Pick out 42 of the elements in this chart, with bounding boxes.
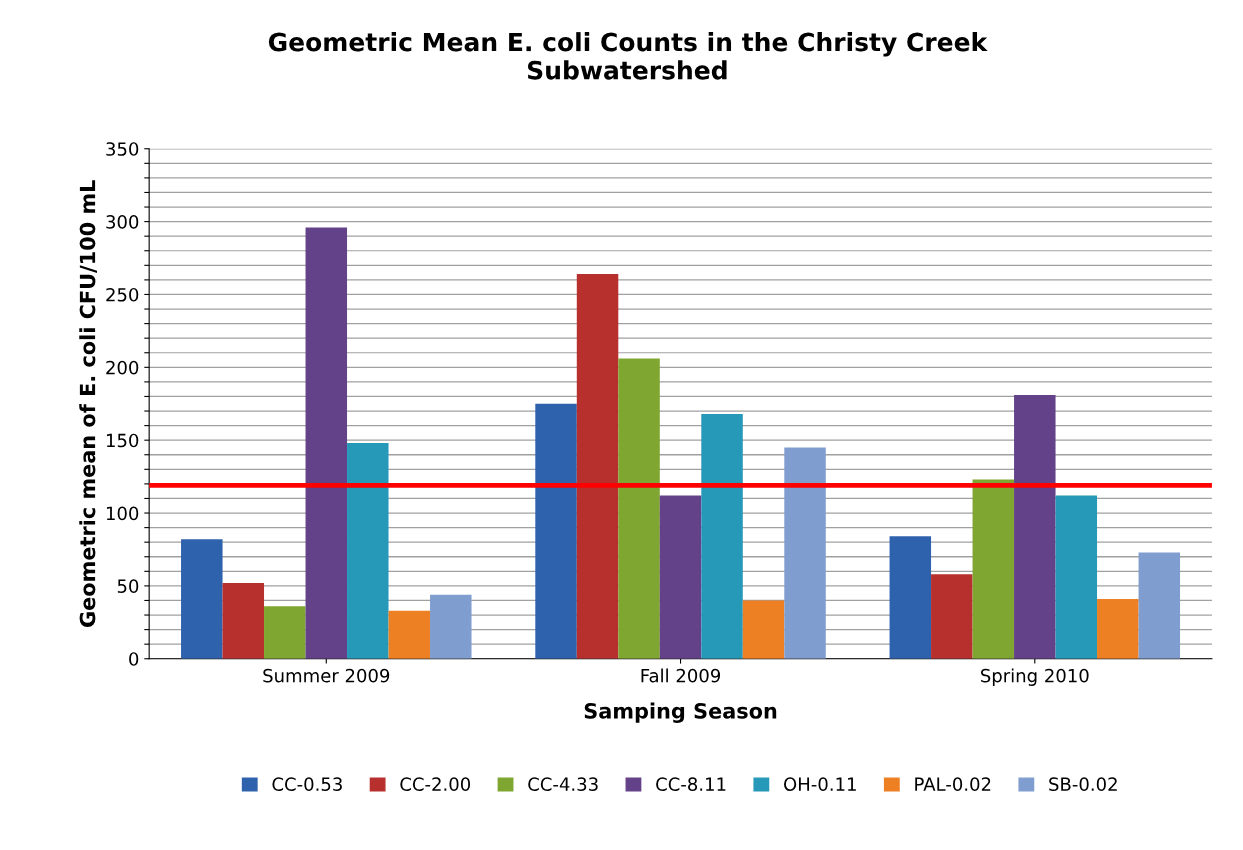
legend-label: SB-0.02 [1049, 777, 1117, 791]
y-tick-label: 0 [129, 652, 139, 666]
y-tick-label: 300 [106, 215, 139, 229]
y-axis-title: Geometric mean of E. coli CFU/100 mL [79, 180, 98, 627]
legend-label: PAL-0.02 [915, 777, 991, 791]
legend-label: CC-8.11 [656, 777, 726, 791]
bar [535, 403, 577, 659]
bar [1138, 552, 1181, 659]
bar [305, 227, 348, 659]
bar [576, 274, 619, 659]
bar [931, 574, 973, 659]
bar [347, 443, 389, 659]
legend-label: CC-0.53 [272, 777, 342, 791]
bar [1055, 495, 1098, 659]
x-tick-label: Spring 2010 [981, 668, 1089, 686]
x-tick-label: Summer 2009 [263, 668, 390, 683]
bar [430, 594, 472, 659]
bar [972, 479, 1015, 659]
bar [1097, 599, 1139, 659]
bar [181, 539, 223, 659]
bar [659, 495, 702, 659]
y-tick-label: 200 [106, 360, 139, 375]
y-tick-label: 100 [106, 506, 139, 521]
bar [701, 413, 743, 659]
bar [784, 447, 826, 659]
legend-label: CC-2.00 [400, 777, 471, 791]
bar [388, 610, 431, 659]
bar [1014, 395, 1056, 659]
bar [889, 536, 932, 659]
bar [618, 358, 660, 659]
bar [742, 600, 785, 659]
y-tick-label: 350 [106, 142, 139, 156]
bar [264, 606, 306, 659]
bar [222, 582, 265, 659]
y-tick-label: 150 [106, 433, 139, 448]
legend-label: OH-0.11 [784, 777, 856, 791]
x-axis-title: Samping Season [584, 702, 777, 723]
chart-title: Geometric Mean E. coli Counts in the Christy Creek Subwatershed [268, 32, 988, 80]
y-tick-label: 250 [106, 287, 139, 302]
y-tick-label: 50 [117, 579, 139, 594]
legend-label: CC-4.33 [528, 777, 598, 791]
x-tick-label: Fall 2009 [641, 668, 721, 683]
